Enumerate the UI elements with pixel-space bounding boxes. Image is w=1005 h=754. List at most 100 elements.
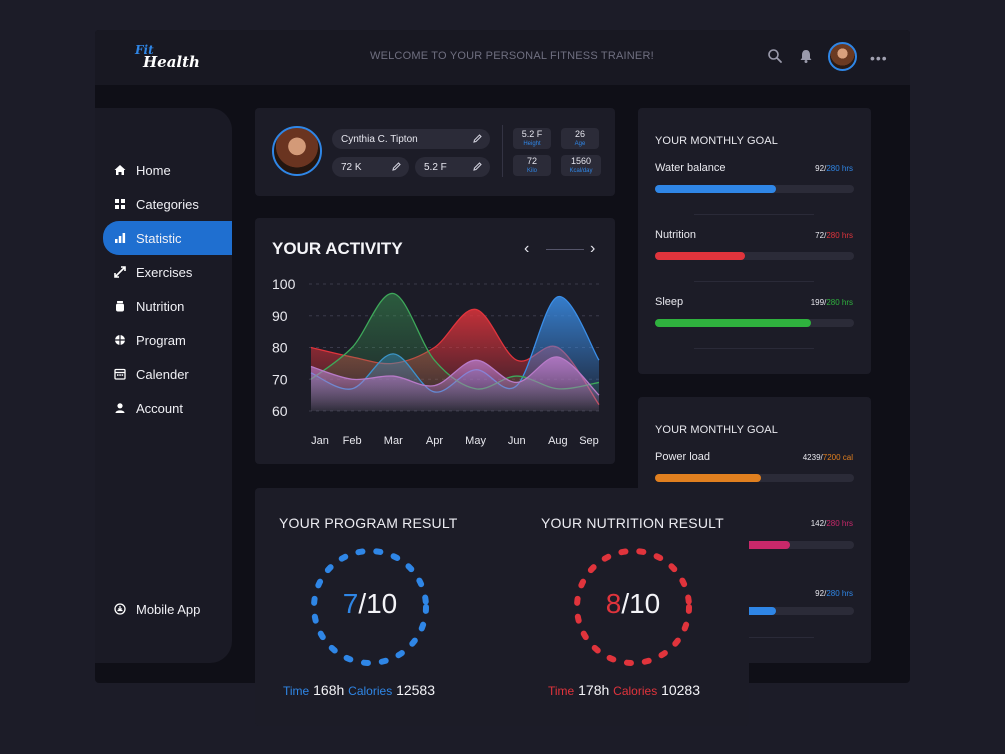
divider [502,125,503,177]
activity-chart: 100 90 80 70 60 Jan Feb Mar Apr May Jun Aug Sep [272,276,600,447]
goal-current: 72 [815,231,825,240]
goal-target: 280 hrs [826,231,853,240]
sidebar-item-program[interactable]: Program [103,323,232,357]
height-field[interactable]: 5.2 F [415,157,490,177]
weight-value: 72 K [341,161,362,173]
series-line-3 [310,356,600,396]
x-tick-label: Sep [579,435,599,447]
sidebar-item-label: Categories [136,196,199,212]
sidebar-item-label: Mobile App [136,601,201,617]
sidebar-item-categories[interactable]: Categories [103,187,232,221]
sidebar-item-account[interactable]: Account [103,391,232,425]
goal-label-sleep: Sleep [655,296,684,308]
profile-avatar[interactable] [272,126,322,176]
top-bar [95,30,910,85]
goal-current: 199 [810,298,825,307]
program-score: 7/10 [310,588,430,620]
goal-label-water: Water balance [655,162,726,174]
goal-target: 280 hrs [826,519,853,528]
kilo-stat-value: 72 [526,156,537,166]
x-tick-label: Aug [548,435,568,447]
nutrition-score-ring [574,548,692,666]
calories-value: 10283 [661,682,701,698]
y-tick-label: 100 [272,276,296,292]
search-icon[interactable] [767,48,783,64]
goal-value-sleep: 199/280 hrs [810,298,853,307]
weight-field[interactable]: 72 K [332,157,409,177]
sidebar-item-statistic[interactable]: Statistic [103,221,232,255]
results-card [255,488,749,726]
expand-arrows-icon [114,266,126,278]
prev-arrow-icon[interactable]: ‹ [524,240,530,257]
goal-value-second: 142/280 hrs [810,519,853,528]
series-area-3 [311,356,599,411]
edit-icon[interactable] [391,161,402,172]
calories-label: Calories [348,684,393,698]
next-arrow-icon[interactable]: › [590,240,596,257]
sidebar-item-nutrition[interactable]: Nutrition [103,289,232,323]
nutrition-progress-bar [655,252,745,260]
kilo-stat: 72 Kilo [513,155,551,176]
logo[interactable]: Fit Health [135,44,200,71]
more-options-icon[interactable]: ••• [870,50,888,66]
nutrition-score-value: 8 [605,588,622,619]
sidebar-item-label: Nutrition [136,298,185,314]
divider [694,214,814,215]
activity-title: YOUR ACTIVITY [272,239,403,258]
calories-value: 12583 [396,682,436,698]
calendar-icon [114,368,126,380]
edit-icon[interactable] [472,161,483,172]
goal-target: 280 hrs [826,164,853,173]
jar-icon [114,300,126,312]
nutrition-score: 8/10 [573,588,693,620]
time-value: 168h [313,682,345,698]
sidebar-item-mobile-app[interactable]: Mobile App [103,592,232,626]
kilo-stat-label: Kilo [526,168,537,174]
y-tick-label: 70 [272,371,288,387]
goal-target: 280 hrs [826,298,853,307]
program-result-title: YOUR PROGRAM RESULT [279,515,458,531]
bell-icon[interactable] [798,48,814,64]
logo-health-text: Health [143,53,200,71]
monthly-goal-card [638,108,871,374]
profile-card [255,108,615,196]
name-field[interactable]: Cynthia C. Tipton [332,129,490,149]
time-value: 178h [578,682,610,698]
sidebar-item-calender[interactable]: Calender [103,357,232,391]
goal-label-power: Power load [655,451,711,463]
height-stat-label: Height [523,141,541,147]
goal-value-third: 92/280 hrs [815,589,853,598]
sidebar-item-home[interactable]: Home [103,153,232,187]
x-tick-label: Jan [311,435,329,447]
height-stat-value: 5.2 F [521,129,543,139]
kcal-stat: 1560 Kcal/day [561,155,601,176]
age-stat-label: Age [574,141,586,147]
water-progress-bar [655,185,776,193]
height-stat: 5.2 F Height [513,128,551,149]
goal-current: 142 [810,519,825,528]
edit-icon[interactable] [472,133,483,144]
goal-value-power: 4239/7200 cal [802,453,853,462]
time-label: Time [548,684,575,698]
goal-current: 92 [815,164,825,173]
user-avatar[interactable] [828,42,857,71]
sidebar-item-exercises[interactable]: Exercises [103,255,232,289]
divider [694,348,814,349]
goal-title: YOUR MONTHLY GOAL [655,135,778,147]
nutrition-result-stats: Time 178h Calories 10283 [548,682,700,698]
nutrition-score-total: /10 [621,588,661,619]
program-score-ring [311,548,429,666]
mobile-app-icon [114,603,126,615]
divider [694,281,814,282]
goal-current: 92 [815,589,825,598]
x-tick-label: Mar [384,435,403,447]
sidebar-item-label: Home [136,162,171,178]
x-tick-label: Jun [508,435,526,447]
bar-chart-icon [114,232,126,244]
goal-current: 4239 [802,453,821,462]
welcome-text: WELCOME TO YOUR PERSONAL FITNESS TRAINER… [370,50,654,62]
x-tick-label: Feb [343,435,362,447]
program-result-stats: Time 168h Calories 12583 [283,682,435,698]
program-score-total: /10 [358,588,398,619]
time-label: Time [283,684,310,698]
